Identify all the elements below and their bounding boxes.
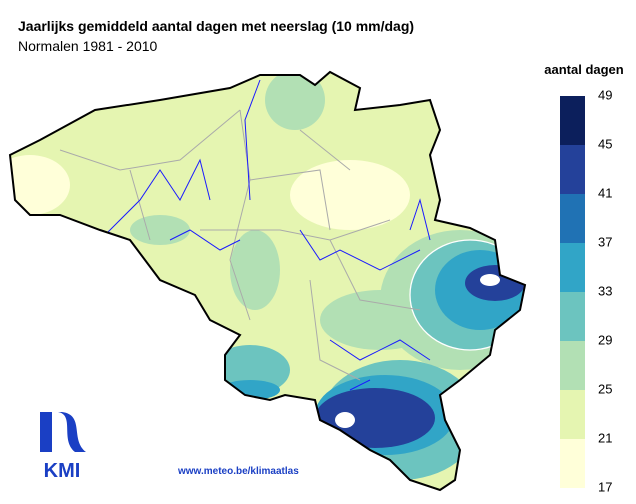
province-border: [59, 109, 421, 381]
legend-swatch: [560, 145, 585, 194]
legend-tick-label: 45: [598, 136, 612, 151]
map-title: Jaarlijks gemiddeld aantal dagen met nee…: [18, 18, 414, 34]
zone: [230, 230, 280, 310]
zone: [210, 345, 290, 395]
legend-swatch: [560, 341, 585, 390]
legend-swatch: [560, 194, 585, 243]
legend-swatch: [560, 292, 585, 341]
map-subtitle: Normalen 1981 - 2010: [18, 38, 158, 54]
legend-tick-label: 17: [598, 479, 612, 494]
zone: [290, 160, 410, 230]
zone: [335, 412, 355, 428]
legend-swatch: [560, 243, 585, 292]
legend-tick-label: 41: [598, 185, 612, 200]
zone: [480, 274, 500, 286]
zone: [10, 155, 70, 215]
country-border: [8, 70, 527, 492]
legend-swatch: [560, 96, 585, 145]
legend-tick-label: 37: [598, 234, 612, 249]
zone: [265, 72, 325, 130]
legend: 17 21 25 29 33 37 41 45 49: [560, 87, 612, 494]
legend-tick-label: 29: [598, 332, 612, 347]
map-area: [10, 72, 525, 490]
logo: KMI: [40, 412, 86, 482]
source-url: www.meteo.be/klimaatlas: [177, 466, 299, 477]
zone: [315, 388, 435, 448]
zone: [130, 215, 190, 245]
river: [99, 79, 431, 391]
legend-tick-label: 21: [598, 430, 612, 445]
legend-swatch: [560, 439, 585, 488]
logo-text: KMI: [44, 460, 81, 482]
legend-title: aantal dagen: [544, 62, 624, 77]
legend-tick-label: 33: [598, 283, 612, 298]
legend-tick-label: 49: [598, 87, 612, 102]
legend-swatch: [560, 390, 585, 439]
legend-tick-label: 25: [598, 381, 612, 396]
